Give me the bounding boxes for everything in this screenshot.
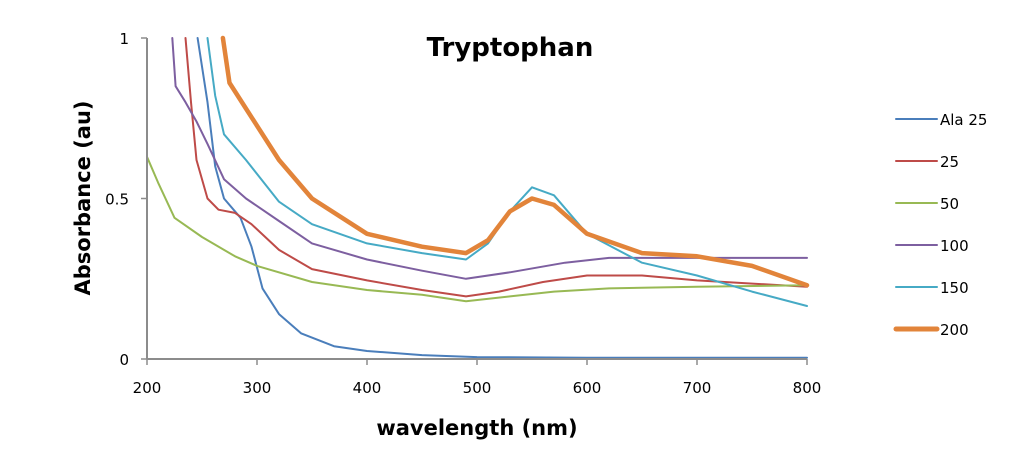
x-tick-label: 800 bbox=[793, 379, 822, 397]
legend-item: Ala 25 bbox=[895, 111, 987, 129]
series-line-150 bbox=[206, 37, 808, 307]
x-tick-label: 700 bbox=[683, 379, 712, 397]
series-line-200 bbox=[220, 35, 810, 288]
legend-item: 100 bbox=[895, 237, 969, 255]
x-tick-label: 500 bbox=[463, 379, 492, 397]
series-line-25 bbox=[184, 37, 808, 298]
x-ticks: 200 300 400 500 600 700 800 bbox=[133, 359, 822, 397]
legend-item: 150 bbox=[895, 279, 969, 297]
legend-item: 50 bbox=[895, 195, 959, 213]
y-tick-label: 1 bbox=[119, 30, 129, 48]
legend-item: 200 bbox=[893, 321, 969, 339]
y-tick-label: 0 bbox=[119, 351, 129, 369]
series-line-50 bbox=[146, 155, 808, 303]
legend-label: 150 bbox=[940, 279, 969, 297]
y-tick-label: 0.5 bbox=[105, 191, 129, 209]
axes: 200 300 400 500 600 700 800 00.51 bbox=[105, 30, 821, 397]
legend-label: 100 bbox=[940, 237, 969, 255]
x-tick-label: 600 bbox=[573, 379, 602, 397]
legend-label: Ala 25 bbox=[940, 111, 987, 129]
y-axis-title: Absorbance (au) bbox=[71, 100, 95, 295]
x-tick-label: 300 bbox=[243, 379, 272, 397]
x-tick-label: 200 bbox=[133, 379, 162, 397]
legend-label: 25 bbox=[940, 153, 959, 171]
plot-area bbox=[146, 35, 810, 359]
legend-label: 200 bbox=[940, 321, 969, 339]
chart-title: Tryptophan bbox=[427, 33, 594, 63]
legend-label: 50 bbox=[940, 195, 959, 213]
series-line-100 bbox=[171, 37, 808, 280]
series-line-ala-25 bbox=[196, 37, 808, 359]
legend: Ala 25 25 50 100 150 200 bbox=[893, 111, 987, 339]
legend-item: 25 bbox=[895, 153, 959, 171]
x-tick-label: 400 bbox=[353, 379, 382, 397]
x-axis-title: wavelength (nm) bbox=[376, 416, 577, 440]
y-ticks: 00.51 bbox=[105, 30, 147, 369]
